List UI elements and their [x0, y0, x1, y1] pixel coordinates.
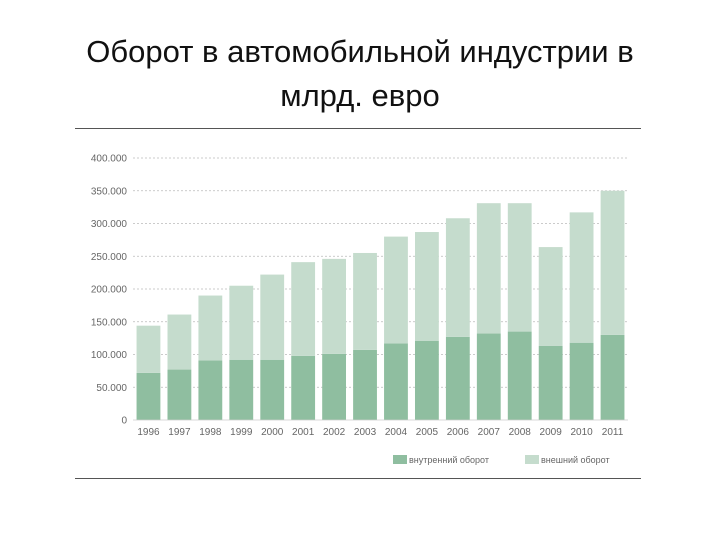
bar-segment-domestic: [167, 369, 192, 420]
x-tick-label: 2000: [261, 427, 284, 438]
slide-title-line-2: млрд. евро: [280, 78, 440, 113]
bar-segment-foreign: [538, 247, 563, 346]
x-tick-label: 2010: [570, 427, 593, 438]
bar-segment-foreign: [445, 218, 470, 337]
bar-segment-foreign: [260, 274, 285, 360]
bar-segment-domestic: [384, 343, 408, 420]
bar-segment-foreign: [414, 232, 439, 341]
bar-segment-foreign: [322, 258, 347, 354]
x-tick-label: 2009: [540, 427, 563, 438]
y-tick-label: 150.000: [91, 317, 128, 328]
x-tick-label: 2001: [292, 427, 315, 438]
bar-segment-domestic: [353, 349, 377, 420]
y-tick-label: 100.000: [91, 350, 128, 361]
bar-segment-domestic: [136, 372, 161, 420]
x-tick-label: 2006: [447, 427, 470, 438]
bar-segment-domestic: [322, 353, 347, 420]
bar-segment-domestic: [414, 340, 439, 420]
bottom-divider: [75, 478, 641, 479]
x-tick-label: 2011: [602, 427, 624, 438]
x-tick-label: 1996: [137, 427, 160, 438]
bar-segment-domestic: [291, 355, 316, 420]
x-tick-label: 2005: [416, 427, 439, 438]
bar-segment-foreign: [229, 285, 254, 360]
bar-segment-domestic: [445, 336, 470, 420]
y-tick-label: 350.000: [91, 186, 128, 197]
x-tick-label: 2004: [385, 427, 408, 438]
bar-segment-domestic: [260, 359, 285, 420]
x-tick-label: 2003: [354, 427, 377, 438]
top-divider: [75, 128, 641, 129]
x-tick-label: 1998: [199, 427, 222, 438]
legend-swatch-domestic: [393, 455, 407, 464]
slide-title: Оборот в автомобильной индустрии в млрд.…: [0, 30, 720, 118]
y-tick-label: 300.000: [91, 219, 128, 230]
y-tick-label: 200.000: [91, 285, 128, 296]
y-tick-label: 250.000: [91, 252, 128, 263]
bar-segment-foreign: [600, 190, 625, 335]
y-tick-label: 0: [121, 416, 127, 427]
y-tick-label: 400.000: [91, 154, 128, 165]
x-tick-label: 2007: [478, 427, 501, 438]
bar-segment-domestic: [600, 334, 625, 420]
bar-segment-domestic: [198, 360, 223, 420]
x-tick-label: 1999: [230, 427, 253, 438]
y-tick-label: 50.000: [96, 383, 127, 394]
bar-segment-domestic: [507, 331, 532, 420]
bar-segment-domestic: [538, 345, 563, 420]
bar-segment-domestic: [229, 359, 254, 420]
bar-segment-foreign: [136, 325, 161, 373]
legend-label-foreign: внешний оборот: [541, 455, 610, 465]
slide-title-line-1: Оборот в автомобильной индустрии в: [86, 34, 634, 69]
x-tick-label: 1997: [168, 427, 191, 438]
bar-segment-foreign: [569, 212, 594, 343]
bar-segment-foreign: [353, 252, 377, 350]
bar-segment-foreign: [507, 203, 532, 332]
x-tick-label: 2008: [509, 427, 532, 438]
bar-segment-foreign: [167, 314, 192, 370]
x-tick-label: 2002: [323, 427, 346, 438]
legend-label-domestic: внутренний оборот: [409, 455, 489, 465]
legend-swatch-foreign: [525, 455, 539, 464]
bar-segment-foreign: [476, 203, 501, 334]
bar-segment-foreign: [291, 262, 316, 356]
bar-segment-foreign: [198, 295, 223, 361]
bar-segment-foreign: [384, 236, 408, 344]
bar-segment-domestic: [569, 342, 594, 420]
bar-segment-domestic: [476, 333, 501, 420]
